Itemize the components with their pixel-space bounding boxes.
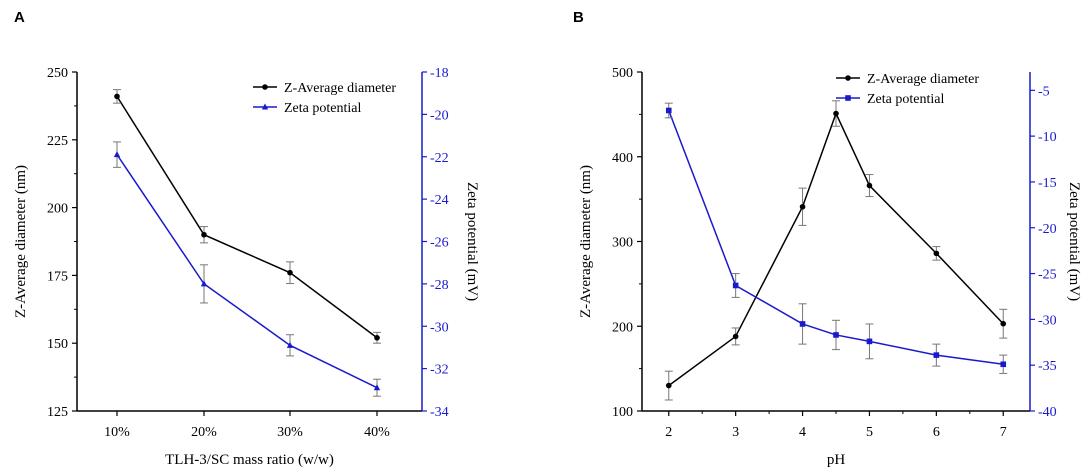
series-zeta-potential	[664, 102, 1008, 374]
right-tick-label: -15	[1038, 176, 1057, 191]
x-tick-label: 20%	[191, 425, 217, 440]
x-tick-label: 3	[732, 425, 739, 440]
data-point	[833, 332, 839, 338]
data-point	[732, 333, 739, 340]
legend: Z-Average diameter Zeta potential	[836, 72, 979, 107]
right-tick-label: -25	[1038, 268, 1057, 283]
data-point	[1000, 361, 1007, 368]
series-z-average-diameter	[113, 89, 381, 344]
data-point	[933, 250, 940, 257]
right-tick-label: -24	[430, 193, 449, 208]
series-line	[116, 154, 378, 389]
data-point	[732, 282, 739, 289]
left-tick-label: 125	[47, 405, 68, 420]
legend-label: Z-Average diameter	[867, 72, 979, 87]
data-point	[665, 382, 672, 389]
data-point	[1000, 320, 1007, 327]
x-axis-title: pH	[827, 452, 846, 468]
data-point	[665, 107, 672, 114]
left-tick-label: 300	[612, 236, 633, 251]
data-point	[287, 269, 293, 276]
x-tick-label: 5	[866, 425, 873, 440]
x-tick-label: 10%	[104, 425, 130, 440]
data-point	[373, 384, 381, 391]
right-tick-label: -10	[1038, 130, 1057, 145]
legend-marker	[845, 95, 851, 101]
legend-marker	[845, 75, 851, 81]
panel-label: A	[14, 9, 25, 26]
legend-label: Zeta potential	[867, 92, 944, 107]
left-tick-label: 150	[47, 337, 68, 352]
right-tick-label: -20	[430, 108, 449, 123]
right-tick-label: -35	[1038, 359, 1057, 374]
data-point	[799, 321, 806, 327]
left-axis-title: Z-Average diameter (nm)	[578, 165, 594, 318]
panel-b: B 100 200 300 400 500 -40 -35 -30 -25 -20 -15 -10 -5 2…	[573, 9, 1082, 468]
right-tick-label: -34	[430, 405, 449, 420]
data-point	[866, 182, 873, 189]
right-tick-label: -30	[1038, 313, 1057, 328]
right-tick-label: -22	[430, 151, 449, 166]
data-point	[114, 93, 120, 100]
legend-label: Zeta potential	[284, 101, 361, 116]
right-tick-label: -28	[430, 278, 449, 293]
data-point	[866, 338, 873, 345]
right-tick-label: -18	[430, 66, 449, 81]
x-tick-label: 30%	[277, 425, 303, 440]
legend-marker	[262, 84, 268, 90]
left-tick-label: 200	[47, 202, 68, 217]
series-z-average-diameter	[664, 100, 1008, 401]
left-tick-label: 500	[612, 66, 633, 81]
data-point	[201, 231, 207, 238]
right-tick-label: -30	[430, 320, 449, 335]
left-tick-label: 200	[612, 320, 633, 335]
x-tick-label: 40%	[364, 425, 390, 440]
legend-marker	[261, 103, 269, 110]
x-tick-label: 2	[665, 425, 672, 440]
left-tick-label: 175	[47, 269, 68, 284]
right-axis-title: Zeta potential (mV)	[1066, 182, 1082, 301]
data-point	[200, 280, 208, 287]
data-point	[374, 334, 380, 341]
right-axis-title: Zeta potential (mV)	[464, 182, 480, 301]
right-tick-label: -5	[1038, 84, 1050, 99]
right-tick-label: -32	[430, 363, 449, 378]
data-point	[933, 352, 940, 358]
panel-a: A 125 150 175 200 225 250 -34 -32 -30 -28 -26 -24 -22…	[13, 9, 480, 468]
left-tick-label: 100	[612, 405, 633, 420]
left-axis-title: Z-Average diameter (nm)	[13, 165, 29, 318]
series-line	[116, 96, 378, 339]
panel-label: B	[573, 9, 584, 26]
x-axis-title: TLH-3/SC mass ratio (w/w)	[165, 452, 334, 468]
left-tick-label: 400	[612, 151, 633, 166]
x-tick-label: 7	[1000, 425, 1007, 440]
data-point	[799, 203, 806, 210]
x-tick-label: 4	[799, 425, 806, 440]
right-tick-label: -26	[430, 236, 449, 251]
x-tick-label: 6	[933, 425, 940, 440]
right-tick-label: -40	[1038, 405, 1057, 420]
legend: Z-Average diameter Zeta potential	[253, 81, 396, 116]
data-point	[286, 341, 294, 348]
left-tick-label: 225	[47, 134, 68, 149]
data-point	[113, 151, 121, 158]
legend-label: Z-Average diameter	[284, 81, 396, 96]
data-point	[833, 110, 839, 117]
series-zeta-potential	[113, 141, 381, 397]
left-tick-label: 250	[47, 66, 68, 81]
right-tick-label: -20	[1038, 222, 1057, 237]
